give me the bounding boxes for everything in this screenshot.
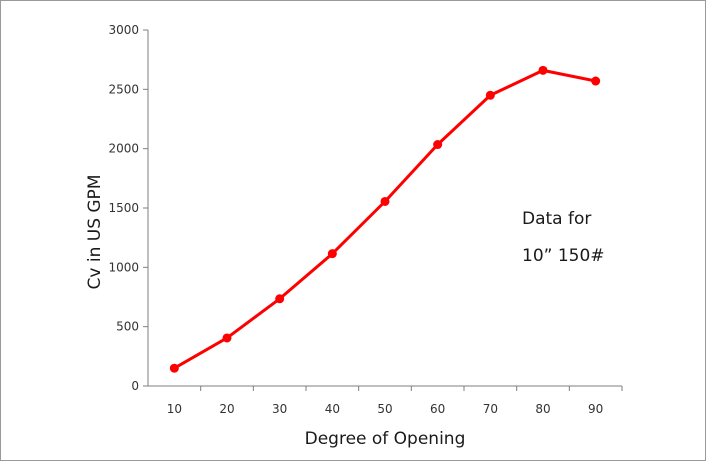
data-point (538, 65, 548, 75)
y-tick-label: 0 (131, 379, 139, 393)
y-tick-label: 1500 (108, 201, 139, 215)
x-axis-label: Degree of Opening (305, 429, 466, 449)
y-ticks: 0 500 1000 1500 2000 2500 3000 (108, 23, 148, 393)
y-axis-label: Cv in US GPM (85, 175, 105, 290)
data-point (433, 140, 443, 150)
y-tick-label: 1000 (108, 260, 139, 274)
x-tick-label: 30 (272, 402, 287, 416)
x-tick-label: 70 (483, 402, 498, 416)
x-ticks: 10 20 30 40 50 60 70 80 90 (167, 386, 623, 416)
x-tick-label: 20 (219, 402, 234, 416)
annotation-line-2: 10” 150# (522, 246, 605, 266)
y-tick-label: 2000 (108, 142, 139, 156)
x-tick-label: 90 (588, 402, 603, 416)
axes (147, 30, 622, 387)
x-tick-label: 50 (377, 402, 392, 416)
data-point (169, 363, 179, 373)
y-tick-label: 500 (116, 320, 139, 334)
data-point (222, 333, 232, 343)
data-point (275, 294, 285, 304)
y-tick-label: 3000 (108, 23, 139, 37)
data-point (327, 249, 337, 259)
x-tick-label: 40 (325, 402, 340, 416)
x-tick-label: 80 (535, 402, 550, 416)
data-point (591, 76, 601, 86)
series (169, 65, 601, 373)
data-point (485, 90, 495, 100)
x-tick-label: 60 (430, 402, 445, 416)
data-point (380, 196, 390, 206)
annotation-line-1: Data for (522, 209, 591, 229)
x-tick-label: 10 (167, 402, 182, 416)
y-tick-label: 2500 (108, 82, 139, 96)
